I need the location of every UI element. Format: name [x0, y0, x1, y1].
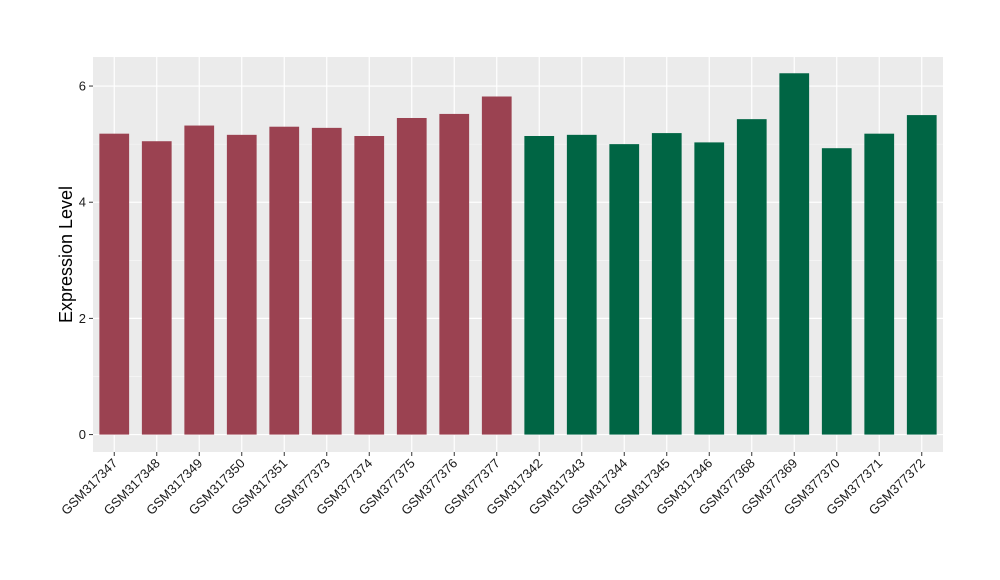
bar-gsm377369 — [779, 73, 810, 435]
y-axis-title: Expression Level — [56, 186, 76, 323]
bar-gsm377375 — [396, 117, 427, 435]
bars — [99, 73, 937, 435]
y-tick-label: 4 — [79, 195, 86, 210]
bar-gsm317348 — [141, 141, 172, 435]
bar-gsm377376 — [439, 113, 470, 435]
bar-gsm317342 — [524, 136, 555, 435]
bar-gsm317350 — [226, 134, 257, 435]
y-axis: 0 2 4 6 — [79, 79, 93, 442]
bar-gsm377371 — [864, 133, 895, 435]
bar-gsm377373 — [311, 127, 342, 435]
plot-panel — [93, 57, 943, 452]
bar-gsm377370 — [821, 148, 852, 435]
y-tick-label: 6 — [79, 79, 86, 94]
bar-gsm377374 — [354, 136, 385, 435]
bar-gsm317349 — [184, 125, 215, 435]
bar-gsm317345 — [651, 133, 682, 435]
bar-gsm317344 — [609, 144, 640, 435]
y-tick-label: 0 — [79, 427, 86, 442]
bar-gsm317346 — [694, 142, 725, 435]
bar-gsm317343 — [566, 134, 597, 435]
bar-gsm377377 — [481, 96, 512, 435]
bar-gsm317351 — [269, 126, 300, 435]
bar-gsm377372 — [906, 115, 937, 435]
bar-gsm377368 — [736, 119, 767, 435]
x-axis: GSM317347GSM317348GSM317349GSM317350GSM3… — [58, 452, 928, 518]
y-tick-label: 2 — [79, 311, 86, 326]
bar-gsm317347 — [99, 133, 130, 435]
